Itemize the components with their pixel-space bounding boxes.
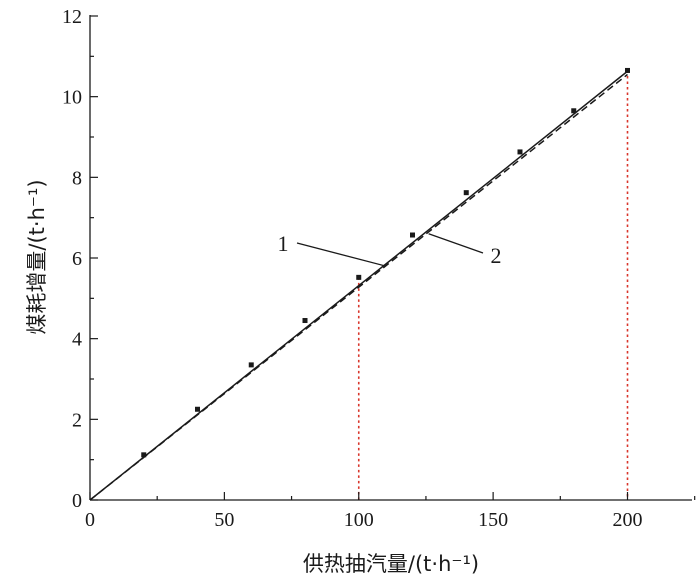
data-markers	[141, 67, 630, 458]
y-tick-label: 10	[62, 87, 82, 109]
y-ticks: 0 2 4 6 8 10 12	[62, 6, 98, 512]
annotation-leader-2	[428, 233, 484, 254]
reference-lines	[357, 70, 629, 500]
data-point	[302, 318, 308, 324]
y-tick-label: 0	[72, 490, 82, 512]
data-point	[571, 108, 577, 114]
y-tick-label: 8	[72, 167, 82, 189]
x-tick-label: 50	[214, 509, 234, 531]
x-tick-label: 100	[344, 509, 374, 531]
data-point	[356, 274, 362, 280]
series-lines	[89, 70, 628, 501]
annotation-label-2: 2	[491, 243, 502, 268]
x-tick-label: 200	[613, 509, 643, 531]
y-axis-title: 煤耗增量/(t·h⁻¹)	[25, 179, 49, 334]
data-point	[463, 190, 469, 196]
y-tick-label: 6	[72, 248, 82, 270]
data-point	[248, 362, 254, 368]
x-tick-label: 0	[85, 509, 95, 531]
annotation-label-1: 1	[278, 231, 289, 256]
annotation-leader-1	[296, 242, 386, 267]
x-axis-title: 供热抽汽量/(t·h⁻¹)	[303, 552, 479, 576]
data-point	[625, 67, 630, 73]
y-tick-label: 4	[72, 329, 82, 351]
x-ticks: 0 50 100 150 200	[85, 492, 696, 531]
y-tick-label: 2	[72, 409, 82, 431]
series-line-2	[89, 73, 628, 501]
data-point	[141, 452, 147, 458]
x-tick-label: 150	[478, 509, 508, 531]
data-point	[517, 149, 523, 155]
data-point	[195, 406, 200, 412]
y-tick-label: 12	[62, 6, 82, 28]
data-point	[410, 232, 415, 238]
